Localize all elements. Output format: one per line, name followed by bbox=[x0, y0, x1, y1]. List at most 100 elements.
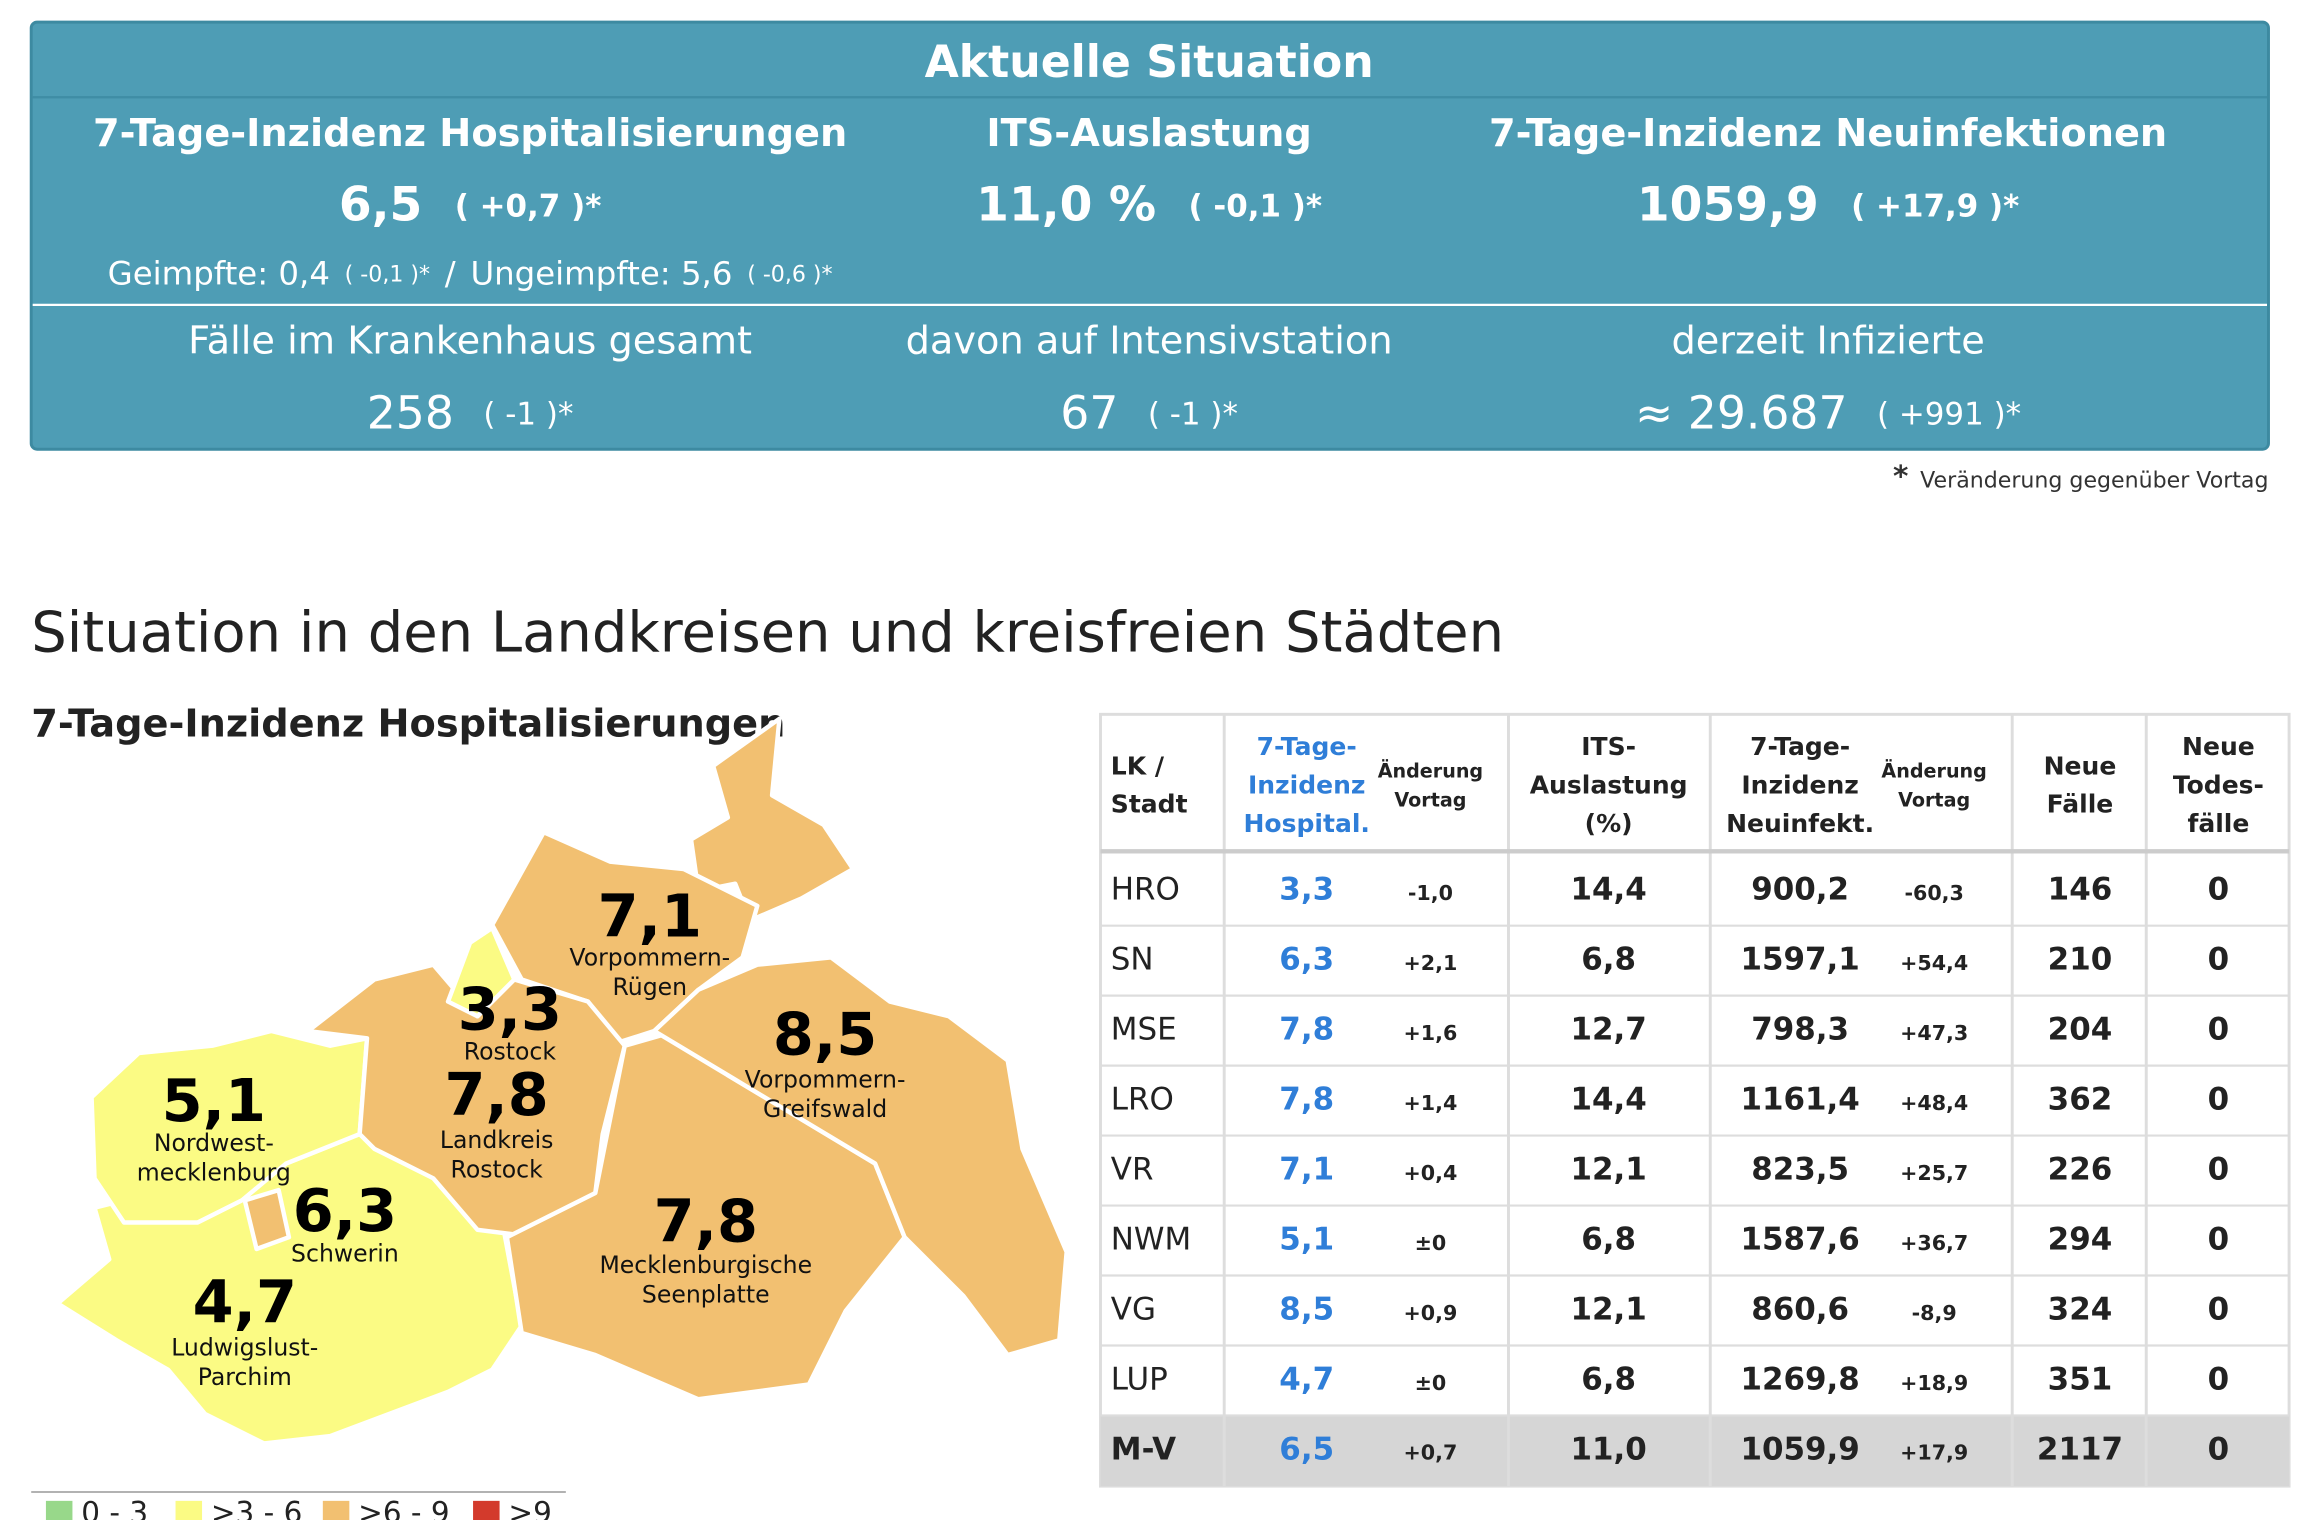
table-cell: 0 bbox=[2208, 1012, 2230, 1048]
region-name: Greifswald bbox=[763, 1095, 887, 1123]
vaccination-vaccinated: Geimpfte: 0,4 bbox=[108, 254, 330, 292]
table-cell: 900,2 bbox=[1751, 872, 1849, 908]
table-cell: +48,4 bbox=[1900, 1091, 1968, 1115]
map-labels: 7,1Vorpommern-Rügen3,3Rostock7,8Landkrei… bbox=[137, 882, 906, 1391]
vaccination-unvaccinated-change: ( -0,6 )* bbox=[747, 261, 832, 287]
table-cell: 6,8 bbox=[1581, 1361, 1636, 1397]
legend-swatch bbox=[473, 1500, 500, 1520]
column-header: Änderung bbox=[1378, 758, 1483, 782]
table-cell: 6,8 bbox=[1581, 1221, 1636, 1257]
column-header: Vortag bbox=[1394, 789, 1466, 812]
legend-label: 0 - 3 bbox=[81, 1496, 148, 1520]
column-header: (%) bbox=[1585, 809, 1633, 838]
table-cell: 823,5 bbox=[1751, 1151, 1849, 1187]
column-header: Hospital. bbox=[1243, 809, 1369, 838]
region-name: Rügen bbox=[613, 973, 688, 1001]
region-vr bbox=[688, 716, 856, 923]
region-value: 7,8 bbox=[444, 1060, 548, 1129]
table-cell: MSE bbox=[1111, 1012, 1177, 1048]
table-cell: 2117 bbox=[2037, 1431, 2123, 1467]
region-value: 3,3 bbox=[458, 974, 562, 1043]
column-header: 7-Tage- bbox=[1257, 732, 1357, 761]
table-cell: 1587,6 bbox=[1740, 1221, 1859, 1257]
secondary-value: ≈ 29.687 bbox=[1635, 386, 1847, 439]
table-cell: SN bbox=[1111, 942, 1154, 978]
secondary-label: derzeit Infizierte bbox=[1671, 319, 1984, 364]
region-name: Mecklenburgische bbox=[599, 1251, 812, 1279]
secondary-change: ( +991 )* bbox=[1877, 396, 2021, 432]
region-value: 6,3 bbox=[293, 1176, 397, 1245]
map bbox=[55, 716, 1069, 1446]
region-name: Vorpommern- bbox=[745, 1066, 906, 1094]
legend-swatch bbox=[45, 1500, 73, 1520]
table-cell: 146 bbox=[2048, 872, 2113, 908]
table-cell: +0,7 bbox=[1404, 1441, 1458, 1465]
legend-label: >3 - 6 bbox=[211, 1496, 302, 1520]
column-header: Fälle bbox=[2047, 790, 2114, 819]
region-name: Parchim bbox=[198, 1363, 292, 1391]
column-header: Todes- bbox=[2173, 771, 2264, 800]
table-cell: LRO bbox=[1111, 1081, 1174, 1117]
secondary-label: davon auf Intensivstation bbox=[906, 319, 1393, 364]
summary-panel bbox=[29, 20, 2270, 451]
metric-label: ITS-Auslastung bbox=[986, 111, 1311, 156]
table-cell: +0,9 bbox=[1404, 1301, 1458, 1325]
metric-label: 7-Tage-Inzidenz Hospitalisierungen bbox=[93, 111, 847, 156]
table-cell: -1,0 bbox=[1408, 881, 1453, 905]
table-cell: 362 bbox=[2048, 1081, 2113, 1117]
table-cell: 0 bbox=[2208, 872, 2230, 908]
table-cell: +18,9 bbox=[1900, 1371, 1968, 1395]
table-cell: -8,9 bbox=[1912, 1301, 1957, 1325]
table-cell: 7,1 bbox=[1279, 1151, 1334, 1187]
metric: 1059,9 ( +17,9 )* bbox=[1637, 178, 2019, 233]
metric-value: 11,0 % bbox=[976, 178, 1156, 233]
region-name: mecklenburg bbox=[137, 1158, 291, 1186]
table-cell: +54,4 bbox=[1900, 951, 1968, 975]
region-name: Nordwest- bbox=[154, 1129, 274, 1157]
table-cell: 204 bbox=[2048, 1012, 2113, 1048]
legend-swatch bbox=[322, 1500, 350, 1520]
table-cell: 324 bbox=[2048, 1291, 2113, 1327]
vaccination: Geimpfte: 0,4 ( -0,1 )* / Ungeimpfte: 5,6 ( … bbox=[108, 254, 833, 292]
region-name: Schwerin bbox=[291, 1239, 399, 1267]
region-name: Seenplatte bbox=[642, 1281, 770, 1309]
table-cell: 7,8 bbox=[1279, 1081, 1334, 1117]
secondary: 258 ( -1 )* bbox=[367, 386, 574, 439]
table-cell: 0 bbox=[2208, 1431, 2230, 1467]
column-header: Änderung bbox=[1881, 758, 1986, 782]
table-cell: +25,7 bbox=[1900, 1161, 1968, 1185]
table-cell: 14,4 bbox=[1570, 1081, 1646, 1117]
section-title: Situation in den Landkreisen und kreisfr… bbox=[31, 600, 1504, 665]
legend-label: >9 bbox=[508, 1496, 551, 1520]
table-cell: +47,3 bbox=[1900, 1021, 1968, 1045]
table-cell: 0 bbox=[2208, 942, 2230, 978]
table-cell: LUP bbox=[1111, 1361, 1168, 1397]
total-row-bg bbox=[1100, 1415, 2290, 1487]
table-cell: VR bbox=[1111, 1151, 1154, 1187]
table-cell: 6,8 bbox=[1581, 942, 1636, 978]
secondary-change: ( -1 )* bbox=[483, 396, 573, 432]
column-header: Neue bbox=[2044, 751, 2117, 780]
column-header: Inzidenz bbox=[1741, 771, 1859, 800]
table-cell: 7,8 bbox=[1279, 1012, 1334, 1048]
table-cell: ±0 bbox=[1415, 1231, 1447, 1255]
region-name: Vorpommern- bbox=[569, 943, 730, 971]
secondary-value: 67 bbox=[1060, 386, 1118, 439]
table-cell: +17,9 bbox=[1900, 1441, 1968, 1465]
vaccination-separator: / bbox=[445, 254, 456, 292]
column-header: fälle bbox=[2187, 809, 2249, 838]
footnote-text: Veränderung gegenüber Vortag bbox=[1920, 468, 2268, 494]
vaccination-unvaccinated: Ungeimpfte: 5,6 bbox=[470, 254, 732, 292]
table-cell: 210 bbox=[2048, 942, 2113, 978]
metric: 11,0 % ( -0,1 )* bbox=[976, 178, 1322, 233]
metric-change: ( +17,9 )* bbox=[1851, 188, 2019, 224]
table-cell: M-V bbox=[1111, 1431, 1176, 1467]
column-header: LK / bbox=[1111, 751, 1165, 780]
table-cell: 860,6 bbox=[1751, 1291, 1849, 1327]
column-header: 7-Tage- bbox=[1750, 732, 1850, 761]
legend: 0 - 3 >3 - 6 >6 - 9 >9 bbox=[45, 1496, 552, 1520]
table-cell: +1,4 bbox=[1404, 1091, 1458, 1115]
table-cell: 12,1 bbox=[1570, 1291, 1646, 1327]
table-cell: 6,5 bbox=[1279, 1431, 1334, 1467]
table-cell: 8,5 bbox=[1279, 1291, 1334, 1327]
